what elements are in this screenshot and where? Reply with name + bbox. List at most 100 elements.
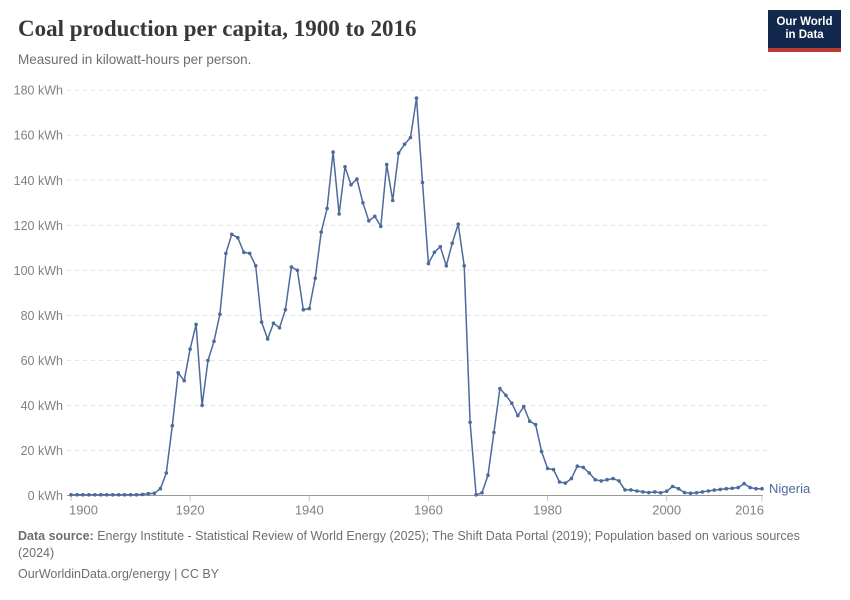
data-point-marker [122, 493, 127, 497]
data-source-text: Energy Institute - Statistical Review of… [18, 529, 800, 560]
data-point-marker [325, 206, 329, 211]
data-point-marker [319, 230, 324, 234]
data-point-marker [188, 347, 192, 351]
data-point-marker [688, 491, 693, 496]
x-tick-label: 1900 [69, 503, 98, 518]
data-point-marker [730, 486, 734, 491]
data-point-marker [605, 477, 609, 482]
data-point-marker [754, 486, 758, 491]
data-point-marker [456, 222, 461, 226]
data-point-marker [486, 473, 490, 478]
data-point-marker [676, 486, 681, 491]
data-point-marker [390, 198, 395, 203]
data-point-marker [647, 490, 651, 495]
x-tick-label: 1920 [176, 503, 205, 518]
data-point-marker [146, 491, 151, 496]
data-point-marker [617, 479, 621, 483]
entity-label: Nigeria [769, 481, 811, 496]
data-point-marker [176, 371, 180, 375]
data-point-marker [93, 493, 97, 497]
data-point-marker [539, 449, 544, 454]
data-point-marker [361, 201, 365, 205]
data-point-marker [420, 180, 425, 185]
data-point-marker [170, 423, 175, 428]
data-point-marker [134, 493, 139, 497]
data-point-marker [182, 378, 186, 383]
data-point-marker [331, 150, 335, 154]
data-point-marker [724, 486, 729, 491]
y-tick-label: 140 kWh [14, 174, 63, 188]
data-point-marker [635, 489, 639, 493]
data-point-marker [480, 491, 484, 495]
data-point-marker [474, 493, 478, 497]
data-point-marker [116, 493, 121, 497]
data-point-marker [658, 491, 663, 495]
data-point-marker [599, 479, 603, 483]
data-point-marker [87, 493, 91, 497]
data-point-marker [402, 142, 407, 146]
data-point-marker [557, 480, 562, 484]
data-point-marker [313, 276, 318, 281]
data-point-marker [301, 307, 306, 312]
y-axis-labels: 0 kWh 20 kWh 40 kWh 60 kWh 80 kWh 100 kWh 120 … [14, 84, 63, 503]
data-point-marker [682, 490, 687, 495]
owid-cc-by-link[interactable]: OurWorldinData.org/energy | CC BY [18, 567, 220, 581]
data-point-marker [212, 339, 216, 344]
data-point-marker [99, 493, 103, 497]
data-point-marker [527, 419, 532, 424]
data-point-marker [664, 489, 669, 494]
data-point-marker [379, 224, 383, 229]
x-axis-labels: 1900 1920 1940 1960 1980 2000 2016 [69, 503, 764, 518]
data-point-marker [283, 307, 288, 312]
data-point-marker [426, 261, 431, 266]
data-point-marker [444, 264, 449, 268]
data-point-marker [110, 493, 115, 497]
data-point-marker [289, 265, 294, 269]
y-tick-label: 80 kWh [21, 309, 63, 323]
data-point-marker [265, 337, 270, 341]
data-point-marker [164, 471, 169, 475]
data-point-marker [760, 486, 764, 491]
data-point-marker [355, 177, 359, 181]
data-point-marker [742, 481, 746, 486]
data-point-marker [521, 404, 526, 409]
y-tick-label: 60 kWh [21, 354, 63, 368]
data-point-marker [247, 251, 252, 256]
data-point-marker [545, 466, 550, 471]
data-point-marker [200, 403, 204, 408]
data-point-marker [337, 212, 341, 216]
y-tick-label: 120 kWh [14, 219, 63, 233]
data-source-label: Data source: [18, 529, 94, 543]
y-tick-label: 20 kWh [21, 444, 63, 458]
owid-logo[interactable]: Our World in Data [768, 10, 841, 52]
data-point-marker [629, 488, 633, 492]
x-tick-label: 1960 [414, 503, 443, 518]
data-point-marker [450, 241, 455, 246]
data-point-marker [367, 219, 371, 223]
data-point-marker [307, 306, 312, 311]
series-line-nigeria [70, 97, 763, 496]
data-point-marker [384, 162, 389, 167]
data-point-marker [623, 488, 627, 492]
y-tick-label: 180 kWh [14, 84, 63, 98]
data-point-marker [218, 312, 222, 317]
owid-logo-redbar [768, 48, 841, 52]
y-tick-label: 100 kWh [14, 264, 63, 278]
data-point-marker [736, 485, 740, 490]
data-point-marker [230, 232, 234, 237]
data-point-marker [593, 477, 597, 482]
data-point-marker [563, 481, 568, 485]
data-point-marker [69, 493, 73, 497]
data-point-marker [75, 493, 79, 497]
data-point-marker [253, 264, 258, 268]
data-point-marker [718, 487, 723, 492]
data-point-marker [581, 465, 586, 470]
data-point-marker [295, 268, 300, 273]
y-tick-label: 160 kWh [14, 129, 63, 143]
data-point-marker [277, 326, 282, 330]
x-tick-label: 1940 [295, 503, 324, 518]
data-point-marker [140, 492, 145, 497]
data-point-marker [259, 320, 264, 324]
owid-logo-line1: Our World [776, 16, 833, 28]
data-point-marker [438, 244, 443, 249]
